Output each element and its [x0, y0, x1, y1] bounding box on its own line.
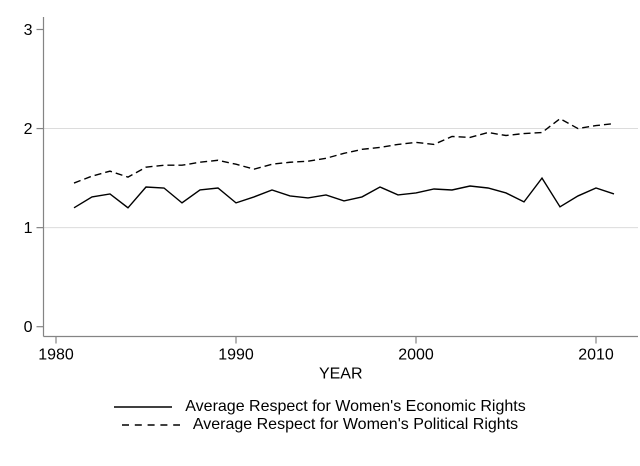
series-line-political [73, 117, 615, 184]
x-axis-title: YEAR [319, 366, 363, 383]
x-tick-label: 2010 [578, 347, 614, 364]
y-tick-label: 1 [24, 220, 33, 237]
legend-line-solid-icon [114, 406, 173, 408]
y-tick-label: 3 [24, 22, 33, 39]
x-tick-label: 1990 [218, 347, 254, 364]
legend-item-political: Average Respect for Women's Political Ri… [121, 416, 519, 434]
legend-item-economic: Average Respect for Women's Economic Rig… [114, 398, 526, 416]
legend-label-economic: Average Respect for Women's Economic Rig… [185, 398, 526, 415]
y-tick-label: 0 [24, 319, 33, 336]
chart-legend: Average Respect for Women's Economic Rig… [0, 398, 640, 434]
legend-label-political: Average Respect for Women's Political Ri… [192, 416, 519, 433]
legend-line-dashed-icon [121, 424, 180, 426]
y-tick-label: 2 [24, 121, 33, 138]
x-tick-label: 1980 [38, 347, 74, 364]
x-tick-label: 2000 [398, 347, 434, 364]
series-line-economic [73, 176, 615, 209]
